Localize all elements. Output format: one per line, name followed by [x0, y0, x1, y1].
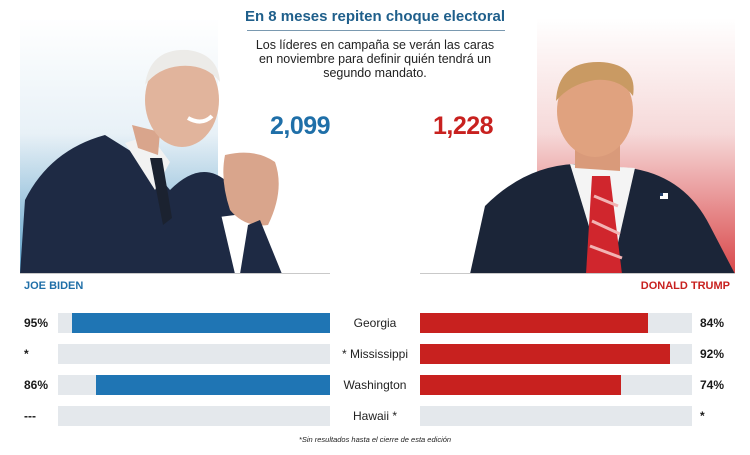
headline: En 8 meses repiten choque electoral — [244, 8, 506, 25]
biden-percent-label: 86% — [24, 378, 49, 392]
state-row-washington: 86% Washington 74% — [0, 375, 750, 395]
trump-bar-track — [420, 375, 692, 395]
biden-bar-track — [58, 375, 330, 395]
trump-bar-track — [420, 344, 692, 364]
biden-name-label: JOE BIDEN — [24, 280, 84, 292]
trump-bar-track — [420, 313, 692, 333]
biden-photo — [20, 49, 282, 274]
state-label: Georgia — [353, 316, 397, 330]
trump-bar — [420, 375, 622, 395]
footnote: *Sin resultados hasta el cierre de esta … — [298, 435, 452, 444]
trump-percent-label: * — [700, 409, 705, 423]
trump-name-label: DONALD TRUMP — [640, 280, 730, 292]
subheadline: Los líderes en campaña se verán las cara… — [255, 38, 495, 80]
biden-percent-label: --- — [24, 409, 36, 423]
headline-divider — [247, 30, 505, 31]
biden-delegate-count: 2,099 — [270, 112, 331, 140]
biden-percent-label: 95% — [24, 316, 49, 330]
trump-percent-label: 84% — [700, 316, 725, 330]
trump-percent-label: 92% — [700, 347, 725, 361]
state-label: Hawaii * — [352, 409, 397, 423]
state-label: * Mississippi — [341, 347, 408, 361]
trump-bar — [420, 344, 671, 364]
biden-bar — [71, 313, 330, 333]
left-panel-baseline — [20, 273, 330, 274]
biden-bar-track — [58, 313, 330, 333]
state-row-hawaii: --- Hawaii * * — [0, 406, 750, 426]
biden-bar-track — [58, 344, 330, 364]
right-panel-baseline — [420, 273, 735, 274]
trump-delegate-count: 1,228 — [433, 112, 494, 140]
biden-percent-label: * — [24, 347, 29, 361]
state-row-mississippi: * * Mississippi 92% — [0, 344, 750, 364]
biden-bar-track — [58, 406, 330, 426]
trump-bar — [420, 313, 649, 333]
state-label: Washington — [343, 378, 407, 392]
biden-bar — [96, 375, 330, 395]
trump-bar-track — [420, 406, 692, 426]
state-row-georgia: 95% Georgia 84% — [0, 313, 750, 333]
trump-photo — [470, 61, 735, 274]
trump-percent-label: 74% — [700, 378, 725, 392]
